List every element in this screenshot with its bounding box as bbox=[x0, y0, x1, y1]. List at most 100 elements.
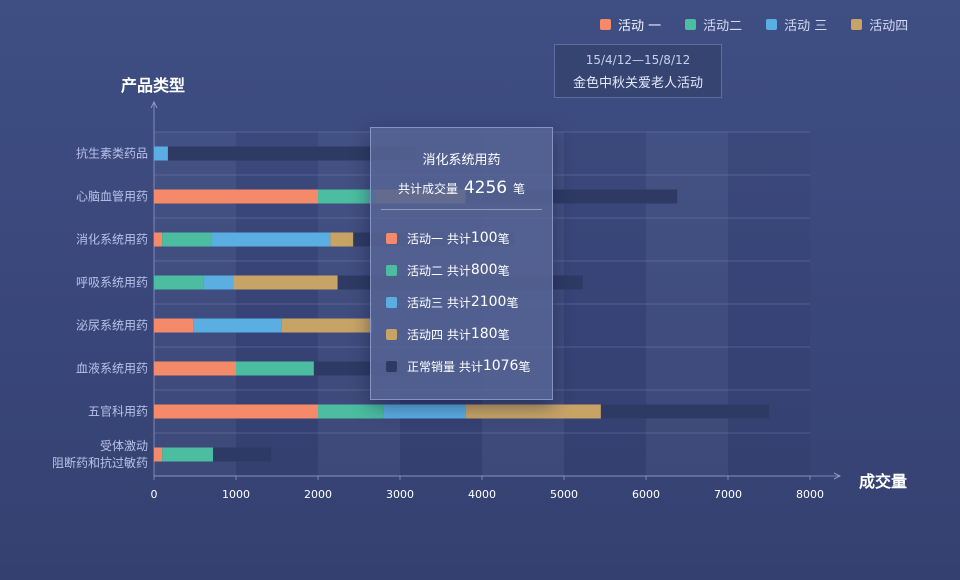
y-axis-arrow bbox=[150, 100, 158, 109]
bar-segment-1 bbox=[154, 361, 236, 376]
legend-swatch-activity-1 bbox=[600, 19, 611, 30]
bar-segment-5 bbox=[213, 447, 272, 462]
category-label: 消化系统用药 bbox=[76, 233, 148, 247]
bar-segment-5 bbox=[167, 146, 417, 161]
bar-segment-2 bbox=[162, 232, 212, 247]
x-tick-label: 1000 bbox=[222, 488, 250, 501]
tooltip-row-unit: 笔 bbox=[497, 231, 510, 246]
legend-tooltip-name: 金色中秋关爱老人活动 bbox=[572, 76, 703, 91]
bar-segment-4 bbox=[330, 232, 354, 247]
x-tick-label: 0 bbox=[151, 488, 158, 501]
tooltip-divider bbox=[381, 209, 542, 210]
legend-item-activity-4[interactable]: 活动四 bbox=[851, 15, 908, 34]
legend-item-activity-3[interactable]: 活动 三 bbox=[766, 15, 827, 34]
tooltip-row-label: 活动二 共计 bbox=[407, 263, 471, 278]
bar-segment-3 bbox=[211, 232, 331, 247]
tooltip-total-value: 4256 bbox=[463, 178, 508, 198]
bar-segment-1 bbox=[154, 404, 318, 419]
legend-item-activity-1[interactable]: 活动 一 bbox=[600, 15, 661, 34]
x-tick-label: 4000 bbox=[468, 488, 496, 501]
tooltip-row-unit: 笔 bbox=[497, 263, 510, 278]
bar-segment-2 bbox=[236, 361, 314, 376]
tooltip-title: 消化系统用药 bbox=[422, 153, 501, 168]
bar-segment-1 bbox=[154, 232, 163, 247]
legend-swatch-activity-3 bbox=[766, 19, 778, 30]
bar-segment-4 bbox=[465, 404, 601, 419]
legend-label-activity-1: 活动 一 bbox=[618, 19, 662, 34]
legend-item-activity-2[interactable]: 活动二 bbox=[685, 15, 742, 34]
category-label-line: 泌尿系统用药 bbox=[76, 319, 148, 333]
legend: 活动 一 活动二 活动 三 活动四 bbox=[600, 15, 908, 34]
bar-segment-2 bbox=[162, 447, 214, 462]
bar-segment-4 bbox=[233, 275, 338, 290]
x-tick-label: 7000 bbox=[714, 488, 742, 501]
tooltip-swatch-activity-2 bbox=[386, 264, 397, 276]
x-tick-label: 2000 bbox=[304, 488, 332, 501]
tooltip-row-value: 180 bbox=[470, 326, 498, 342]
category-label: 受体激动阻断药和抗过敏药 bbox=[52, 439, 148, 470]
tooltip-row-activity-4: 活动四 共计 180 笔 bbox=[386, 318, 552, 350]
legend-swatch-activity-2 bbox=[685, 19, 697, 30]
category-label: 心脑血管用药 bbox=[76, 189, 148, 204]
tooltip-total-unit: 笔 bbox=[512, 182, 525, 196]
bar-segment-5 bbox=[600, 404, 769, 419]
bar-segment-3 bbox=[193, 318, 282, 333]
x-tick-label: 5000 bbox=[550, 488, 578, 501]
bar-segment-1 bbox=[154, 189, 318, 204]
legend-tooltip-date: 15/4/12—15/8/12 bbox=[585, 53, 691, 67]
category-label-line: 血液系统用药 bbox=[76, 361, 148, 376]
tooltip-row-value: 1076 bbox=[482, 358, 519, 374]
legend-label-activity-3: 活动 三 bbox=[784, 19, 828, 34]
bar-segment-2 bbox=[154, 275, 204, 290]
bar-segment-2 bbox=[318, 189, 376, 204]
tooltip-row-value: 100 bbox=[470, 230, 498, 246]
y-axis-title: 产品类型 bbox=[121, 76, 186, 95]
x-axis-arrow bbox=[833, 472, 842, 480]
tooltip-row-activity-1: 活动一 共计 100 笔 bbox=[386, 222, 552, 254]
tooltip-row-unit: 笔 bbox=[518, 359, 531, 374]
bar-segment-4 bbox=[281, 318, 373, 333]
category-label: 抗生素类药品 bbox=[76, 146, 148, 161]
bar-segment-3 bbox=[203, 275, 234, 290]
tooltip-row-label: 活动四 共计 bbox=[407, 327, 471, 342]
tooltip-swatch-normal bbox=[386, 360, 397, 372]
x-axis-title: 成交量 bbox=[859, 472, 908, 491]
category-label-line: 消化系统用药 bbox=[76, 233, 148, 247]
bar-tooltip: 消化系统用药 共计成交量 4256 笔 活动一 共计 100 笔 活动二 共计 … bbox=[370, 127, 553, 400]
category-label-line: 呼吸系统用药 bbox=[76, 276, 148, 290]
tooltip-swatch-activity-4 bbox=[386, 328, 397, 340]
category-label-line: 阻断药和抗过敏药 bbox=[52, 455, 148, 470]
tooltip-row-normal: 正常销量 共计 1076 笔 bbox=[386, 350, 552, 382]
tooltip-row-value: 2100 bbox=[470, 294, 507, 310]
tooltip-row-activity-2: 活动二 共计 800 笔 bbox=[386, 254, 552, 286]
bar-segment-2 bbox=[318, 404, 384, 419]
bar-segment-1 bbox=[154, 318, 194, 333]
category-label-line: 五官科用药 bbox=[88, 404, 148, 419]
category-label-line: 抗生素类药品 bbox=[76, 146, 148, 161]
category-label-line: 心脑血管用药 bbox=[76, 189, 148, 204]
x-tick-label: 6000 bbox=[632, 488, 660, 501]
tooltip-row-value: 800 bbox=[470, 262, 498, 278]
category-label: 五官科用药 bbox=[88, 404, 148, 419]
bar-segment-3 bbox=[383, 404, 466, 419]
tooltip-swatch-activity-1 bbox=[386, 232, 397, 244]
tooltip-row-label: 正常销量 共计 bbox=[407, 359, 483, 374]
tooltip-swatch-activity-3 bbox=[386, 296, 397, 308]
tooltip-row-activity-3: 活动三 共计 2100 笔 bbox=[386, 286, 552, 318]
x-tick-label: 3000 bbox=[386, 488, 414, 501]
tooltip-row-unit: 笔 bbox=[506, 295, 519, 310]
tooltip-total-prefix: 共计成交量 bbox=[398, 182, 459, 196]
bar-segment-3 bbox=[154, 146, 168, 161]
tooltip-row-unit: 笔 bbox=[497, 327, 510, 342]
category-label-line: 受体激动 bbox=[100, 439, 148, 453]
legend-label-activity-4: 活动四 bbox=[869, 19, 909, 34]
legend-tooltip: 15/4/12—15/8/12 金色中秋关爱老人活动 bbox=[554, 44, 722, 98]
legend-swatch-activity-4 bbox=[851, 19, 863, 30]
tooltip-total: 共计成交量 4256 笔 bbox=[371, 178, 552, 198]
legend-label-activity-2: 活动二 bbox=[703, 19, 743, 34]
bar-segment-1 bbox=[154, 447, 163, 462]
tooltip-row-label: 活动一 共计 bbox=[407, 231, 471, 246]
category-label: 血液系统用药 bbox=[76, 361, 148, 376]
category-label: 呼吸系统用药 bbox=[76, 276, 148, 290]
